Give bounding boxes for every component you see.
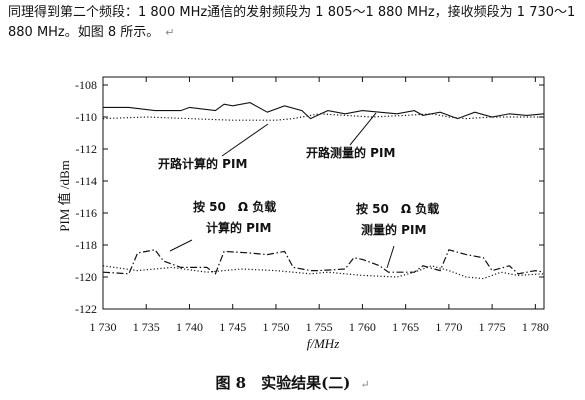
- x-tick-label: 1 765: [392, 320, 419, 334]
- y-axis: -108 -110 -112 -114 -116 -118 -120 -122: [75, 78, 544, 316]
- annotation-load-meas-line1: 按 50 Ω 负载: [356, 201, 439, 216]
- series-line-3: [102, 249, 545, 275]
- annotation-load-calc-line2: 计算的 PIM: [206, 220, 271, 235]
- x-tick-label: 1 740: [176, 320, 203, 334]
- annotation-load-calc-line1: 按 50 Ω 负载: [193, 199, 276, 214]
- leader-open-calc: [221, 123, 269, 157]
- annotation-open-meas: 开路测量的 PIM: [306, 145, 395, 160]
- y-tick-label: -114: [75, 174, 97, 188]
- x-tick-label: 1 755: [306, 320, 333, 334]
- x-tick-label: 1 770: [435, 320, 462, 334]
- x-tick-label: 1 750: [262, 320, 289, 334]
- leader-open-meas: [349, 112, 377, 146]
- y-axis-title: PIM 值 /dBm: [57, 160, 72, 232]
- x-axis-title: f/MHz: [307, 336, 340, 351]
- y-tick-label: -122: [75, 302, 97, 316]
- leader-load-calc: [169, 239, 193, 252]
- leader-load-meas: [386, 245, 395, 269]
- x-tick-label: 1 780: [522, 320, 549, 334]
- paragraph-mark: ↵: [165, 26, 175, 39]
- x-tick-label: 1 735: [133, 320, 160, 334]
- y-tick-label: -118: [75, 238, 97, 252]
- y-tick-label: -112: [75, 142, 97, 156]
- x-tick-label: 1 730: [90, 320, 117, 334]
- x-tick-label: 1 760: [349, 320, 376, 334]
- x-axis: 1 730 1 735 1 740 1 745 1 750 1 755 1 760 1 765…: [90, 77, 549, 334]
- annotation-load-meas-line2: 测量的 PIM: [361, 222, 426, 237]
- figure-caption: 图 8 实验结果(二) ↵: [0, 372, 585, 393]
- x-tick-label: 1 775: [479, 320, 506, 334]
- y-tick-label: -108: [75, 78, 97, 92]
- series-line-2: [102, 113, 544, 121]
- annotation-open-calc: 开路计算的 PIM: [158, 156, 247, 171]
- intro-paragraph: 同理得到第二个频段：1 800 MHz通信的发射频段为 1 805～1 880 …: [8, 3, 578, 43]
- caption-text: 图 8 实验结果(二): [215, 374, 351, 392]
- y-tick-label: -110: [75, 110, 97, 124]
- y-tick-label: -116: [75, 206, 97, 220]
- y-tick-label: -120: [75, 270, 97, 284]
- series-line-1: [103, 102, 545, 120]
- intro-text: 同理得到第二个频段：1 800 MHz通信的发射频段为 1 805～1 880 …: [8, 5, 576, 40]
- x-tick-label: 1 745: [219, 320, 246, 334]
- series-layer: [102, 102, 545, 280]
- caption-mark: ↵: [360, 378, 370, 391]
- plot-frame: [102, 76, 545, 310]
- annotations: 开路计算的 PIM 开路测量的 PIM 按 50 Ω 负载 计算的 PIM 按 …: [158, 112, 439, 269]
- series-line-4: [102, 265, 545, 280]
